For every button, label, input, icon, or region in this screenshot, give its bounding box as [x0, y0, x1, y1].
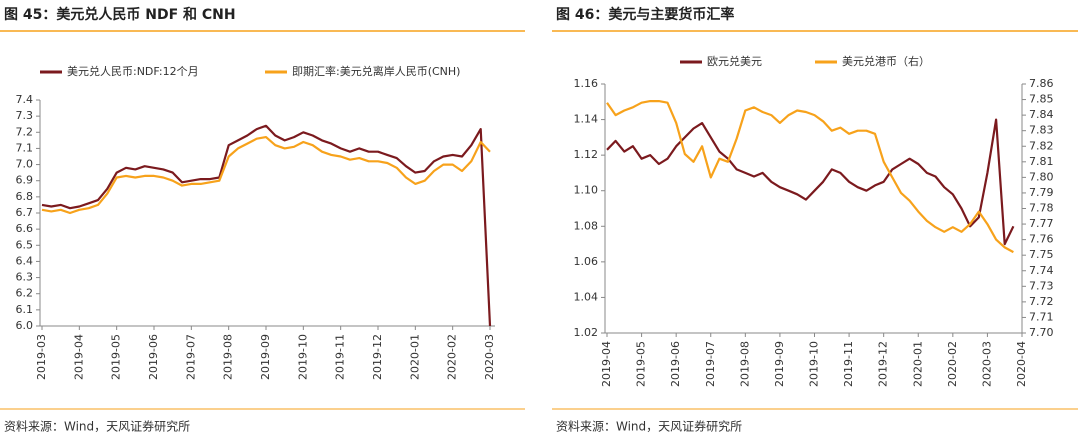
y-tick-label: 6.1	[16, 303, 34, 316]
legend-label: 美元兑人民币:NDF:12个月	[67, 64, 199, 78]
series-line	[41, 124, 492, 327]
y2-tick-label: 7.85	[1029, 93, 1054, 106]
y-tick-label: 6.9	[16, 174, 34, 187]
x-tick-label: 2020-01	[408, 334, 421, 380]
y-tick-label: 7.2	[16, 125, 34, 138]
y2-tick-label: 7.83	[1029, 124, 1054, 137]
y2-tick-label: 7.74	[1029, 264, 1054, 277]
x-tick-label: 2019-05	[110, 334, 123, 380]
y-tick-label: 7.3	[16, 109, 34, 122]
y2-tick-label: 7.79	[1029, 186, 1054, 199]
y2-tick-label: 7.80	[1029, 170, 1054, 183]
y-tick-label: 7.1	[16, 141, 34, 154]
y2-tick-label: 7.84	[1029, 108, 1054, 121]
series-line	[41, 136, 491, 215]
series-line	[606, 118, 1015, 246]
x-tick-label: 2019-11	[842, 341, 855, 387]
x-tick-label: 2019-04	[72, 334, 85, 380]
x-tick-label: 2019-09	[773, 341, 786, 387]
y-tick-label: 1.10	[574, 184, 599, 197]
source: 资料来源：Wind，天风证券研究所	[4, 419, 190, 434]
y-tick-label: 1.04	[574, 290, 599, 303]
y-tick-label: 1.14	[574, 113, 599, 126]
x-tick-label: 2019-04	[600, 341, 613, 387]
y-tick-label: 1.16	[574, 77, 599, 90]
y2-tick-label: 7.86	[1029, 77, 1054, 90]
x-tick-label: 2019-10	[296, 334, 309, 380]
x-tick-label: 2019-11	[334, 334, 347, 380]
y-tick-label: 1.08	[574, 219, 599, 232]
y-tick-label: 7.0	[16, 158, 34, 171]
y-tick-label: 6.4	[16, 254, 34, 267]
y-tick-label: 6.3	[16, 271, 34, 284]
y-tick-label: 1.12	[574, 148, 599, 161]
chart-title: 图 46：美元与主要货币汇率	[556, 6, 734, 23]
x-tick-label: 2019-08	[222, 334, 235, 380]
y2-tick-label: 7.73	[1029, 279, 1054, 292]
chart-title: 图 45：美元兑人民币 NDF 和 CNH	[4, 6, 236, 23]
x-tick-label: 2020-01	[911, 341, 924, 387]
legend-label: 即期汇率:美元兑离岸人民币(CNH)	[292, 64, 460, 78]
y-tick-label: 6.7	[16, 206, 34, 219]
y-tick-label: 6.2	[16, 287, 34, 300]
y2-tick-label: 7.72	[1029, 295, 1054, 308]
series-line	[606, 100, 1014, 254]
x-tick-label: 2020-03	[980, 341, 993, 387]
x-tick-label: 2019-07	[184, 334, 197, 380]
y-tick-label: 1.02	[574, 326, 599, 339]
y2-tick-label: 7.82	[1029, 139, 1054, 152]
y2-tick-label: 7.77	[1029, 217, 1054, 230]
y2-tick-label: 7.76	[1029, 233, 1054, 246]
y-tick-label: 1.06	[574, 255, 599, 268]
x-tick-label: 2019-10	[808, 341, 821, 387]
x-tick-label: 2019-07	[704, 341, 717, 387]
x-tick-label: 2019-08	[738, 341, 751, 387]
x-tick-label: 2019-05	[635, 341, 648, 387]
x-tick-label: 2020-02	[946, 341, 959, 387]
x-tick-label: 2020-02	[446, 334, 459, 380]
y2-tick-label: 7.71	[1029, 310, 1054, 323]
x-tick-label: 2019-12	[877, 341, 890, 387]
y-tick-label: 6.8	[16, 190, 34, 203]
legend-label: 欧元兑美元	[707, 54, 762, 68]
legend-label: 美元兑港币（右）	[842, 54, 930, 68]
source: 资料来源：Wind，天风证券研究所	[556, 419, 742, 434]
y2-tick-label: 7.70	[1029, 326, 1054, 339]
y-tick-label: 6.6	[16, 222, 34, 235]
x-tick-label: 2019-06	[147, 334, 160, 380]
y2-tick-label: 7.81	[1029, 155, 1054, 168]
y-tick-label: 6.5	[16, 238, 34, 251]
y2-tick-label: 7.78	[1029, 202, 1054, 215]
y-tick-label: 6.0	[16, 319, 34, 332]
x-tick-label: 2019-12	[371, 334, 384, 380]
y-tick-label: 7.4	[16, 93, 34, 106]
x-tick-label: 2019-06	[669, 341, 682, 387]
x-tick-label: 2019-09	[259, 334, 272, 380]
x-tick-label: 2020-03	[483, 334, 496, 380]
x-tick-label: 2019-03	[35, 334, 48, 380]
x-tick-label: 2020-04	[1015, 341, 1028, 387]
y2-tick-label: 7.75	[1029, 248, 1054, 261]
